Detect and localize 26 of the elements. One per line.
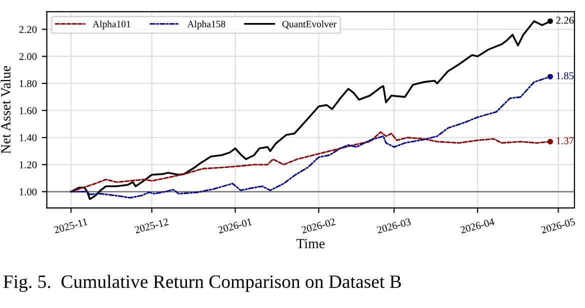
- legend-label: Alpha101: [92, 20, 130, 30]
- x-tick-label: 2025-11: [54, 218, 88, 234]
- x-tick-label: 2026-04: [460, 218, 495, 234]
- annotation: 1.85: [556, 72, 574, 80]
- legend-label: QuantEvolver: [282, 20, 336, 29]
- y-tick-label: 1.60: [20, 107, 37, 114]
- annotation: 2.26: [556, 16, 574, 24]
- x-axis-title: Time: [296, 238, 325, 248]
- point: [547, 74, 554, 80]
- y-tick-label: 1.80: [20, 80, 37, 88]
- x-tick-label: 2026-03: [376, 218, 412, 234]
- point: [547, 18, 554, 24]
- x-tick-label: 2026-05: [540, 218, 576, 234]
- y-tick-label: 1.00: [20, 188, 37, 196]
- y-tick-label: 2.20: [19, 26, 37, 34]
- x-tick-label: 2026-02: [301, 218, 336, 234]
- y-tick-label: 2.00: [19, 53, 37, 60]
- y-axis-title: Net Asset Value: [0, 66, 11, 154]
- annotation: 1.37: [556, 137, 574, 144]
- x-tick-label: 2026-01: [218, 218, 252, 234]
- y-tick-label: 1.40: [20, 134, 37, 142]
- point: [547, 138, 554, 144]
- text: Fig. 5. Cumulative Return Comparison on Dataset B: [3, 274, 401, 292]
- x-tick-label: 2025-12: [134, 218, 169, 234]
- y-tick-label: 1.20: [20, 161, 37, 168]
- legend-label: Alpha158: [187, 20, 226, 30]
